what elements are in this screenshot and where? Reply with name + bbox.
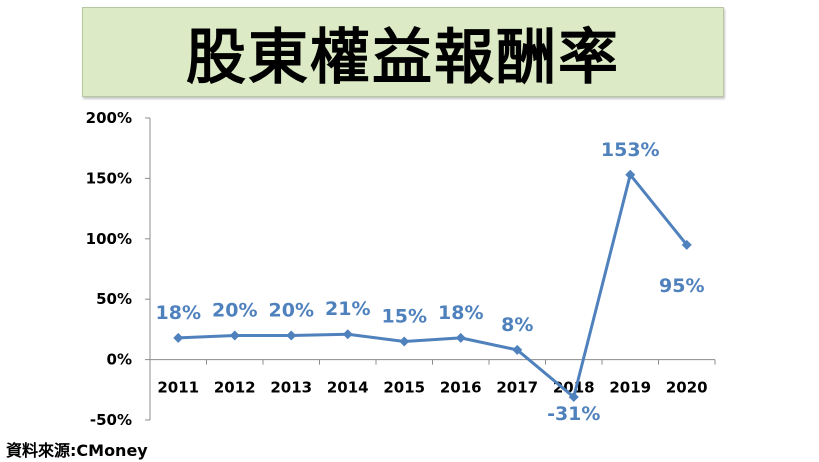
x-tick-label: 2011 bbox=[157, 379, 199, 397]
chart-title-box: 股東權益報酬率 bbox=[82, 7, 724, 97]
y-tick-label: -50% bbox=[90, 411, 132, 429]
x-tick-label: 2020 bbox=[666, 379, 708, 397]
series-line bbox=[178, 173, 688, 399]
data-point bbox=[229, 330, 240, 341]
data-label: 18% bbox=[156, 302, 201, 324]
data-point bbox=[286, 330, 297, 341]
x-tick-label: 2019 bbox=[609, 379, 651, 397]
y-tick-label: 200% bbox=[86, 109, 132, 127]
y-tick-label: 100% bbox=[86, 230, 132, 248]
data-point bbox=[455, 332, 466, 343]
data-label: 95% bbox=[659, 275, 704, 297]
data-point bbox=[681, 239, 692, 250]
data-point bbox=[342, 329, 353, 340]
data-label: 153% bbox=[601, 139, 660, 161]
x-tick-label: 2015 bbox=[383, 379, 425, 397]
x-tick-label: 2012 bbox=[214, 379, 256, 397]
x-tick-label: 2013 bbox=[270, 379, 312, 397]
data-label: 21% bbox=[325, 298, 370, 320]
x-tick-label: 2016 bbox=[440, 379, 482, 397]
y-tick-label: 50% bbox=[96, 290, 132, 308]
y-tick-label: 0% bbox=[107, 351, 132, 369]
data-label: 18% bbox=[438, 302, 483, 324]
x-tick-label: 2014 bbox=[327, 379, 369, 397]
data-point bbox=[625, 169, 636, 180]
data-label: 20% bbox=[269, 299, 314, 321]
data-label: 20% bbox=[212, 299, 257, 321]
x-tick-label: 2017 bbox=[496, 379, 538, 397]
chart-title: 股東權益報酬率 bbox=[186, 22, 620, 93]
data-point bbox=[568, 392, 579, 403]
source-note: 資料來源:CMoney bbox=[6, 441, 148, 460]
data-point bbox=[399, 336, 410, 347]
data-label: 8% bbox=[501, 314, 533, 336]
data-point bbox=[173, 332, 184, 343]
x-tick-label: 2018 bbox=[553, 379, 595, 397]
data-point bbox=[512, 344, 523, 355]
data-label: 15% bbox=[382, 305, 427, 327]
y-tick-label: 150% bbox=[86, 169, 132, 187]
data-label: -31% bbox=[547, 403, 600, 425]
